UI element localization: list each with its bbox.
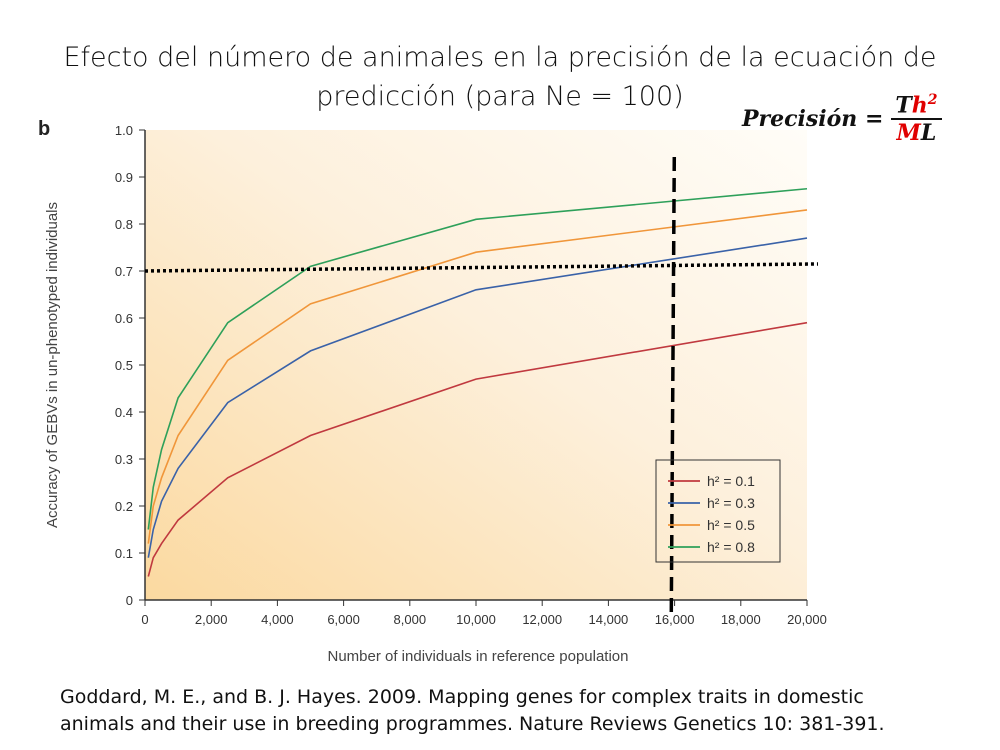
citation-line-2: animals and their use in breeding progra… <box>60 713 885 735</box>
formula-fraction: Th2 ML <box>891 92 942 146</box>
formula-denominator: ML <box>897 120 937 146</box>
plot-background <box>145 130 807 600</box>
x-tick-label: 8,000 <box>394 612 427 627</box>
y-tick-label: 0 <box>126 593 133 608</box>
x-tick-label: 14,000 <box>589 612 629 627</box>
slide-title: Efecto del número de animales en la prec… <box>0 38 1000 116</box>
threshold-dotted-line <box>144 262 819 273</box>
panel-label: b <box>38 118 50 140</box>
formula-L: L <box>920 120 937 147</box>
series-line-h2-0.1 <box>147 321 808 577</box>
citation: Goddard, M. E., and B. J. Hayes. 2009. M… <box>60 684 885 738</box>
y-axis-label: Accuracy of GEBVs in un-phenotyped indiv… <box>44 202 61 528</box>
y-tick-label: 0.1 <box>115 546 133 561</box>
y-tick-label: 0.8 <box>115 217 133 232</box>
x-axis-label: Number of individuals in reference popul… <box>327 648 628 665</box>
title-line-1: Efecto del número de animales en la prec… <box>63 42 937 73</box>
series-line-h2-0.3 <box>147 237 808 558</box>
x-tick-label: 0 <box>141 612 148 627</box>
y-tick-label: 0.6 <box>115 311 133 326</box>
y-tick-label: 0.5 <box>115 358 133 373</box>
legend-label: h² = 0.1 <box>707 473 755 489</box>
formula-exp: 2 <box>927 92 938 108</box>
x-tick-label: 6,000 <box>327 612 360 627</box>
y-tick-label: 0.9 <box>115 170 133 185</box>
formula-h: h <box>911 92 928 119</box>
legend-box <box>655 459 781 563</box>
formula-T: T <box>895 92 912 119</box>
y-tick-label: 0.4 <box>115 405 133 420</box>
x-tick-label: 20,000 <box>787 612 827 627</box>
title-line-2: predicción (para Ne = 100) <box>316 81 684 112</box>
x-tick-label: 10,000 <box>456 612 496 627</box>
x-tick-label: 4,000 <box>261 612 294 627</box>
formula-numerator: Th2 <box>891 92 942 121</box>
threshold-dashed-line <box>669 156 677 613</box>
y-tick-label: 0.3 <box>115 452 133 467</box>
x-tick-label: 16,000 <box>655 612 695 627</box>
y-tick-label: 0.7 <box>115 264 133 279</box>
series-line-h2-0.8 <box>147 187 808 530</box>
x-tick-label: 12,000 <box>522 612 562 627</box>
citation-line-1: Goddard, M. E., and B. J. Hayes. 2009. M… <box>60 686 864 708</box>
x-tick-label: 2,000 <box>195 612 228 627</box>
legend-label: h² = 0.5 <box>707 517 755 533</box>
formula-lhs: Precisión = <box>742 106 884 133</box>
y-tick-label: 0.2 <box>115 499 133 514</box>
series-line-h2-0.5 <box>147 209 808 544</box>
formula-M: M <box>896 120 921 147</box>
x-tick-label: 18,000 <box>721 612 761 627</box>
y-tick-label: 1.0 <box>115 123 133 138</box>
precision-formula: Precisión = Th2 ML <box>742 92 942 146</box>
legend-label: h² = 0.8 <box>707 539 755 555</box>
legend-label: h² = 0.3 <box>707 495 755 511</box>
